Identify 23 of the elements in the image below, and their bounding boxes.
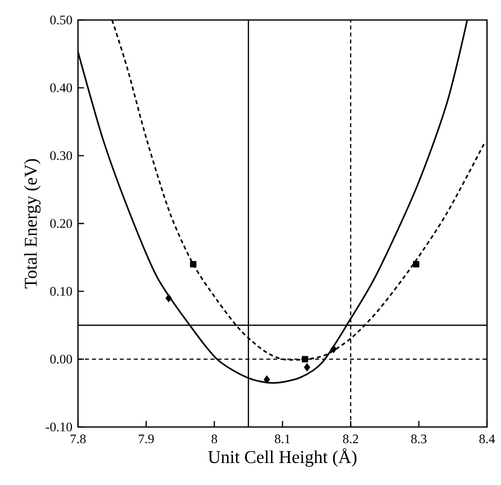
point (165, 294, 172, 302)
y-tick-label: 0.10 (50, 286, 72, 296)
point (264, 375, 270, 384)
x-axis-title: Unit Cell Height (Å) (208, 448, 356, 467)
y-tick-label: 0.30 (50, 151, 72, 160)
point (304, 363, 310, 372)
x-tick-label: 8.3 (411, 434, 426, 444)
point (190, 261, 196, 268)
x-tick-label: 7.9 (138, 434, 154, 444)
x-tick-label: 8.1 (274, 434, 290, 444)
x-tick-label: 8.2 (343, 434, 358, 444)
point (330, 344, 337, 354)
x-tick-label: 7.8 (70, 434, 86, 444)
y-axis-title: Total Energy (eV) (24, 159, 41, 288)
point (412, 261, 420, 268)
y-tick-label: 0.20 (50, 219, 72, 228)
x-tick-label: 8 (212, 434, 218, 444)
x-tick-label: 8.4 (479, 434, 495, 444)
y-tick-label: 0.50 (50, 16, 72, 24)
point (302, 356, 308, 362)
y-tick-label: 0.40 (50, 83, 72, 92)
y-tick-label: -0.10 (46, 422, 72, 432)
y-tick-label: 0.00 (50, 354, 72, 364)
